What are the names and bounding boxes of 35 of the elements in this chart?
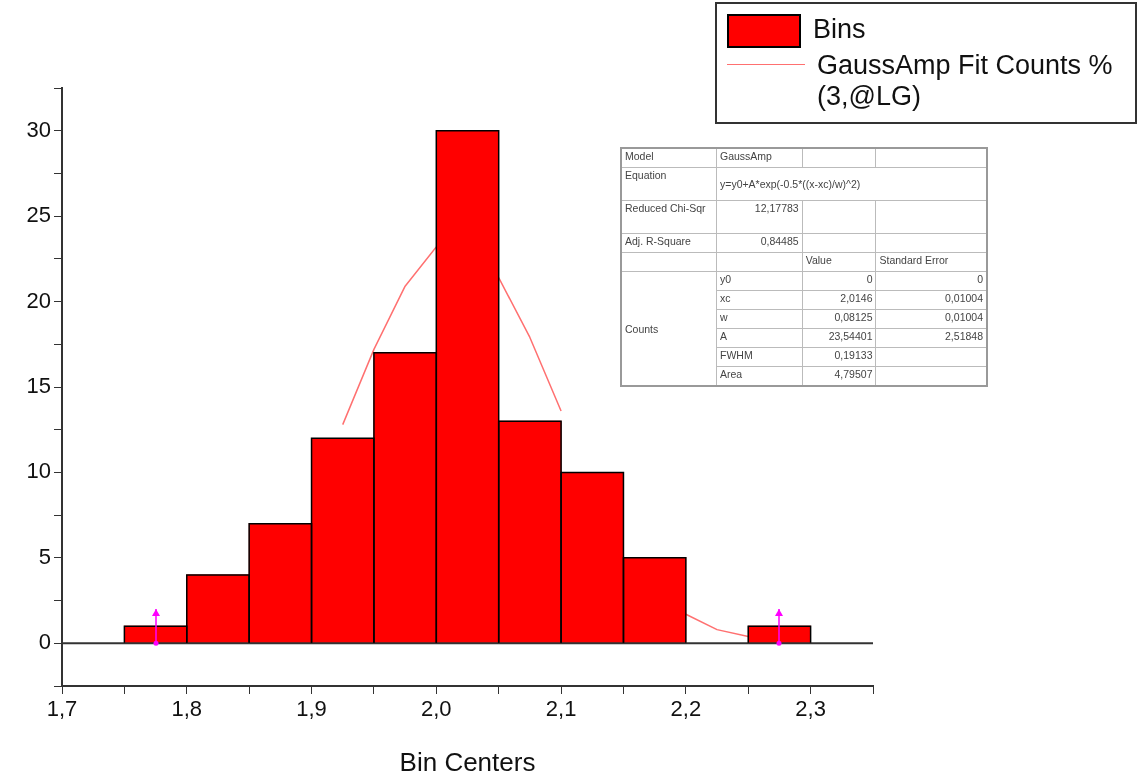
- table-cell: 0: [802, 271, 876, 291]
- table-cell: Value: [802, 252, 876, 272]
- table-cell: 0,84485: [716, 233, 803, 253]
- table-cell: 0,08125: [802, 309, 876, 329]
- table-cell: 12,17783: [716, 200, 803, 234]
- x-tick-label: 1,7: [46, 696, 78, 722]
- y-tick-label: 15: [26, 373, 51, 399]
- table-cell: FWHM: [716, 347, 803, 367]
- y-tick-label: 20: [26, 287, 51, 313]
- x-tick-label: 2,3: [795, 696, 826, 722]
- table-cell: 0,19133: [802, 347, 876, 367]
- y-tick-label: 30: [26, 116, 51, 142]
- x-tick-label: 2,1: [545, 696, 577, 722]
- table-cell: 2,0146: [802, 290, 876, 310]
- table-cell: xc: [716, 290, 803, 310]
- table-cell: A: [716, 328, 803, 348]
- x-tick-label: 2,2: [670, 696, 702, 722]
- table-cell: Adj. R-Square: [621, 233, 717, 253]
- table-cell: GaussAmp: [716, 148, 803, 168]
- table-cell: Equation: [621, 167, 717, 201]
- table-cell: Model: [621, 148, 717, 168]
- y-tick-label: 0: [38, 629, 51, 655]
- x-axis-title: Bin Centers: [399, 746, 536, 777]
- table-cell: y0: [716, 271, 803, 291]
- table-cell: Reduced Chi-Sqr: [621, 200, 717, 234]
- legend-label: Bins: [813, 14, 866, 45]
- x-tick-label: 1,8: [171, 696, 203, 722]
- y-tick-label: 25: [26, 202, 51, 228]
- y-tick-label: 5: [38, 543, 51, 569]
- y-tick-label: 10: [26, 458, 51, 484]
- x-tick-label: 2,0: [421, 696, 452, 722]
- table-cell: w: [716, 309, 803, 329]
- table-cell: 23,54401: [802, 328, 876, 348]
- legend-label: GaussAmp Fit Counts % (3,@LG): [817, 50, 1114, 112]
- x-tick-label: 1,9: [296, 696, 327, 722]
